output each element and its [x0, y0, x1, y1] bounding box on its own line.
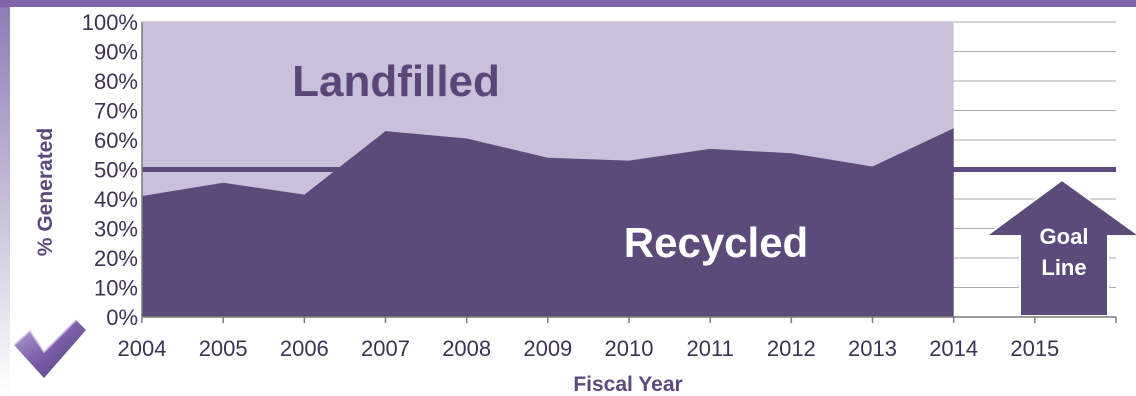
goal-label-line2: Line — [1041, 255, 1086, 280]
x-tick-label: 2014 — [929, 336, 978, 361]
y-axis-title: % Generated — [34, 128, 57, 256]
y-tick-label: 20% — [94, 246, 138, 271]
x-tick-label: 2008 — [442, 336, 491, 361]
x-tick-label: 2007 — [361, 336, 410, 361]
y-tick-label: 10% — [94, 276, 138, 301]
x-tick-label: 2010 — [605, 336, 654, 361]
y-tick-label: 60% — [94, 128, 138, 153]
x-tick-label: 2013 — [848, 336, 897, 361]
x-tick-label: 2004 — [118, 336, 167, 361]
top-bar — [0, 0, 1136, 7]
y-tick-label: 50% — [94, 158, 138, 183]
y-tick-label: 100% — [82, 10, 138, 35]
x-tick-label: 2005 — [199, 336, 248, 361]
axis-layer — [141, 22, 1117, 323]
goal-layer: Goal Line — [142, 167, 1136, 317]
y-tick-label: 0% — [106, 305, 138, 330]
y-tick-labels: 0% 10% 20% 30% 40% 50% 60% 70% 80% 90% 100% — [82, 10, 138, 330]
y-tick-label: 40% — [94, 187, 138, 212]
x-tick-label: 2006 — [280, 336, 329, 361]
y-tick-label: 90% — [94, 40, 138, 65]
y-tick-label: 70% — [94, 99, 138, 124]
x-tick-label: 2012 — [767, 336, 816, 361]
recycled-area — [142, 128, 954, 317]
recycled-label: Recycled — [624, 219, 808, 266]
landfilled-label: Landfilled — [292, 57, 500, 106]
left-edge — [0, 7, 10, 396]
y-tick-label: 30% — [94, 217, 138, 242]
checkmark-icon — [13, 319, 86, 378]
goal-arrow-icon — [982, 178, 1136, 317]
x-tick-label: 2015 — [1010, 336, 1059, 361]
y-tick-label: 80% — [94, 69, 138, 94]
goal-label-line1: Goal — [1040, 224, 1089, 249]
x-axis-title: Fiscal Year — [573, 373, 682, 396]
x-tick-labels: 2004 2005 2006 2007 2008 2009 2010 2011 2012 2013… — [118, 336, 1060, 361]
x-tick-label: 2009 — [523, 336, 572, 361]
x-tick-label: 2011 — [687, 336, 734, 361]
